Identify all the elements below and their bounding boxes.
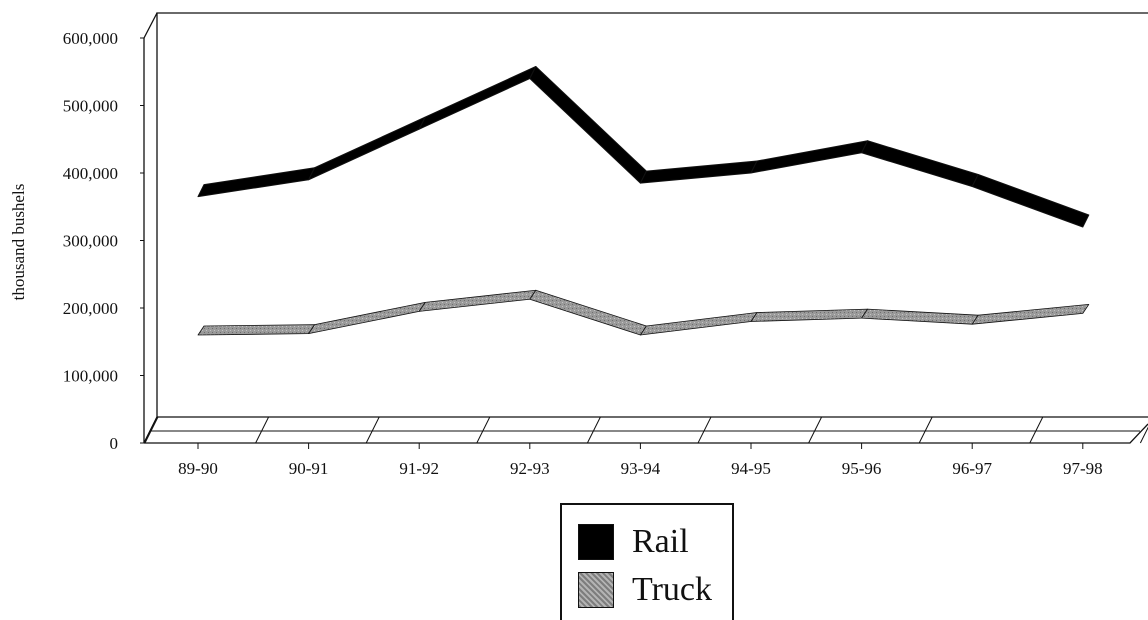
rail-point-91-92 xyxy=(421,122,423,124)
floor-divider xyxy=(918,416,933,444)
floor-left-edge xyxy=(143,416,158,444)
floor-divider xyxy=(1029,416,1044,444)
truck-segment xyxy=(640,312,758,336)
rail-point-96-97 xyxy=(974,180,976,182)
x-axis: 89-90 90-91 91-92 92-93 93-94 94-95 95-96 96-97… xyxy=(178,443,1103,478)
rail-segment xyxy=(639,160,758,184)
floor-divider xyxy=(144,416,159,444)
rail-point-89-90 xyxy=(200,190,202,192)
x-tick-label: 91-92 xyxy=(399,459,439,478)
truck-segment xyxy=(308,301,426,335)
series-group xyxy=(197,66,1090,336)
floor-divider xyxy=(365,416,380,444)
y-axis-title: thousand bushels xyxy=(9,184,28,301)
truck-point-90-91 xyxy=(311,328,313,330)
rail-point-92-93 xyxy=(532,72,534,74)
floor-divider xyxy=(255,416,270,444)
rail-point-90-91 xyxy=(311,173,313,175)
legend-swatch-rail xyxy=(578,524,614,560)
x-tick-label: 96-97 xyxy=(952,459,992,478)
x-tick-label: 97-98 xyxy=(1063,459,1103,478)
y-tick-label: 100,000 xyxy=(63,367,118,386)
x-tick-label: 95-96 xyxy=(842,459,882,478)
y-tick-label: 200,000 xyxy=(63,299,118,318)
rail-point-95-96 xyxy=(864,146,866,148)
truck-point-92-93 xyxy=(532,294,534,296)
truck-segment xyxy=(861,308,979,325)
floor-divider xyxy=(1139,426,1148,444)
x-tick-label: 94-95 xyxy=(731,459,771,478)
floor-divider xyxy=(697,416,712,444)
truck-segment xyxy=(750,308,868,322)
truck-point-93-94 xyxy=(642,330,644,332)
floor-front-edge xyxy=(144,423,1148,444)
rail-segment xyxy=(308,116,426,181)
y-tick-label: 400,000 xyxy=(63,164,118,183)
legend-item-rail: Rail xyxy=(578,523,689,561)
truck-point-97-98 xyxy=(1085,308,1087,310)
rail-segment xyxy=(971,174,1090,228)
frame-corner-edge xyxy=(143,12,158,39)
y-axis: 0 100,000 200,000 300,000 400,000 500,000 600,… xyxy=(63,29,144,453)
rail-point-93-94 xyxy=(642,176,644,178)
series-truck xyxy=(197,289,1090,336)
legend-label-truck: Truck xyxy=(632,571,712,608)
legend-item-truck: Truck xyxy=(578,571,712,609)
truck-point-91-92 xyxy=(421,306,423,308)
truck-segment xyxy=(529,289,647,336)
series-rail xyxy=(197,66,1090,228)
rail-segment xyxy=(750,140,869,174)
floor-divider xyxy=(476,416,491,444)
truck-point-95-96 xyxy=(864,313,866,315)
floor-divider xyxy=(586,416,601,444)
x-tick-label: 90-91 xyxy=(289,459,329,478)
y-tick-label: 0 xyxy=(110,434,119,453)
legend-label-rail: Rail xyxy=(632,523,689,560)
truck-segment xyxy=(418,289,537,312)
rail-point-94-95 xyxy=(753,166,755,168)
rail-segment xyxy=(197,167,316,198)
truck-point-94-95 xyxy=(753,316,755,318)
legend-swatch-truck xyxy=(578,572,614,608)
back-wall-left xyxy=(143,12,1148,444)
plot-frame xyxy=(143,12,1148,444)
truck-segment xyxy=(197,324,315,336)
legend: Rail Truck xyxy=(560,503,734,620)
x-tick-label: 92-93 xyxy=(510,459,550,478)
rail-segment xyxy=(529,66,647,184)
y-tick-label: 300,000 xyxy=(63,232,118,251)
rail-segment xyxy=(861,140,979,187)
rail-point-97-98 xyxy=(1085,220,1087,222)
x-tick-label: 89-90 xyxy=(178,459,218,478)
floor-divider xyxy=(808,416,823,444)
y-tick-label: 500,000 xyxy=(63,97,118,116)
rail-segment xyxy=(418,66,537,130)
truck-point-96-97 xyxy=(974,319,976,321)
truck-point-89-90 xyxy=(200,330,202,332)
x-tick-label: 93-94 xyxy=(621,459,661,478)
y-tick-label: 600,000 xyxy=(63,29,118,48)
truck-segment xyxy=(971,304,1090,325)
